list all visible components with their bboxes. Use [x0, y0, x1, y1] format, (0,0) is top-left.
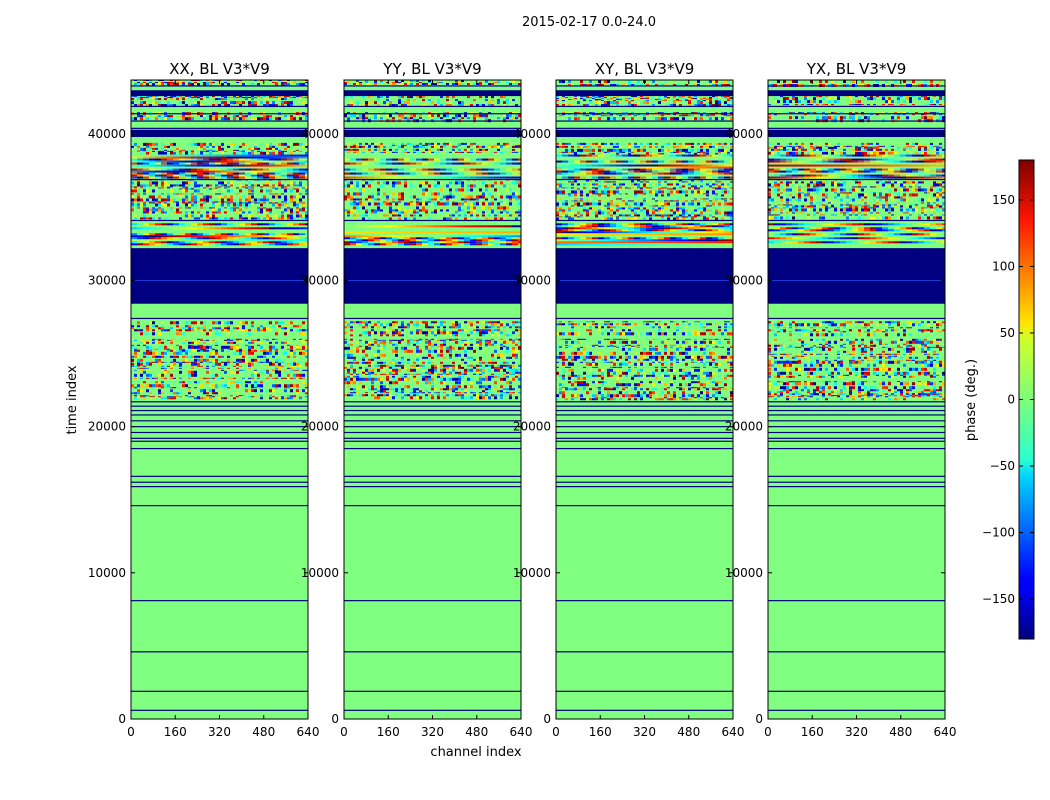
- x-tick-label: 640: [297, 725, 320, 739]
- x-tick-label: 480: [465, 725, 488, 739]
- flagged-band: [556, 248, 733, 304]
- panel-title: YY, BL V3*V9: [382, 60, 481, 78]
- x-tick-label: 0: [340, 725, 348, 739]
- panels: XX, BL V3*V9 0 160 320 480 640 0 10000 20000 3000…: [88, 60, 957, 739]
- colorbar: −150 −100 −50 0 50 100 150: [982, 159, 1035, 640]
- x-tick-label: 480: [889, 725, 912, 739]
- y-tick-label: 10000: [513, 566, 551, 580]
- y-tick-label: 30000: [513, 273, 551, 287]
- x-tick-label: 320: [845, 725, 868, 739]
- x-tick-label: 480: [252, 725, 275, 739]
- x-tick-label: 320: [208, 725, 231, 739]
- x-tick-label: 160: [164, 725, 187, 739]
- colorbar-tick-label: 50: [1000, 326, 1015, 340]
- x-tick-label: 640: [722, 725, 745, 739]
- colorbar-tick-label: 150: [992, 193, 1015, 207]
- colorbar-tick-label: 100: [992, 259, 1015, 273]
- x-tick-label: 640: [934, 725, 957, 739]
- y-tick-label: 40000: [301, 127, 339, 141]
- panel-title: XX, BL V3*V9: [169, 60, 270, 78]
- x-tick-label: 0: [127, 725, 135, 739]
- heatmap-panel-3: XY, BL V3*V9 0 160 320 480 640 0 10000 20000 3000…: [513, 60, 745, 739]
- y-tick-label: 20000: [88, 420, 126, 434]
- heatmap-panel-1: XX, BL V3*V9 0 160 320 480 640 0 10000 20000 3000…: [88, 60, 320, 739]
- heatmap-image: [768, 80, 945, 719]
- y-tick-label: 20000: [513, 420, 551, 434]
- y-tick-label: 40000: [513, 127, 551, 141]
- y-tick-label: 40000: [88, 127, 126, 141]
- colorbar-tick-label: −50: [990, 459, 1015, 473]
- flagged-band: [131, 248, 308, 304]
- y-tick-label: 20000: [301, 420, 339, 434]
- heatmap-image: [344, 80, 521, 719]
- colorbar-tick-label: −150: [982, 592, 1015, 606]
- x-tick-label: 320: [633, 725, 656, 739]
- x-tick-label: 160: [589, 725, 612, 739]
- y-tick-label: 0: [543, 712, 551, 726]
- flagged-band: [768, 248, 945, 304]
- x-tick-label: 160: [801, 725, 824, 739]
- y-tick-label: 10000: [725, 566, 763, 580]
- colorbar-label: phase (deg.): [964, 359, 979, 441]
- colorbar-tick-label: −100: [982, 526, 1015, 540]
- panel-title: YX, BL V3*V9: [806, 60, 907, 78]
- y-tick-label: 30000: [301, 273, 339, 287]
- y-tick-label: 0: [331, 712, 339, 726]
- x-tick-label: 640: [510, 725, 533, 739]
- x-axis-label: channel index: [430, 745, 521, 760]
- heatmap-panel-4: YX, BL V3*V9 0 160 320 480 640 0 10000 20000 3000…: [725, 60, 957, 739]
- heatmap-image: [131, 80, 308, 719]
- x-tick-label: 0: [552, 725, 560, 739]
- heatmap-image: [556, 80, 733, 719]
- x-tick-label: 480: [677, 725, 700, 739]
- y-tick-label: 30000: [88, 273, 126, 287]
- y-tick-label: 10000: [88, 566, 126, 580]
- x-tick-label: 0: [764, 725, 772, 739]
- y-axis-label: time index: [65, 365, 80, 434]
- heatmap-background: [344, 80, 521, 719]
- y-tick-label: 10000: [301, 566, 339, 580]
- x-tick-label: 320: [421, 725, 444, 739]
- y-tick-label: 0: [118, 712, 126, 726]
- y-tick-label: 30000: [725, 273, 763, 287]
- y-tick-label: 20000: [725, 420, 763, 434]
- panel-title: XY, BL V3*V9: [595, 60, 695, 78]
- colorbar-tick-label: 0: [1007, 393, 1015, 407]
- y-tick-label: 0: [755, 712, 763, 726]
- heatmap-panel-2: YY, BL V3*V9 0 160 320 480 640 0 10000 20000 3000…: [301, 60, 533, 739]
- y-tick-label: 40000: [725, 127, 763, 141]
- x-tick-label: 160: [377, 725, 400, 739]
- figure-suptitle: 2015-02-17 0.0-24.0: [522, 15, 656, 30]
- flagged-band: [344, 248, 521, 304]
